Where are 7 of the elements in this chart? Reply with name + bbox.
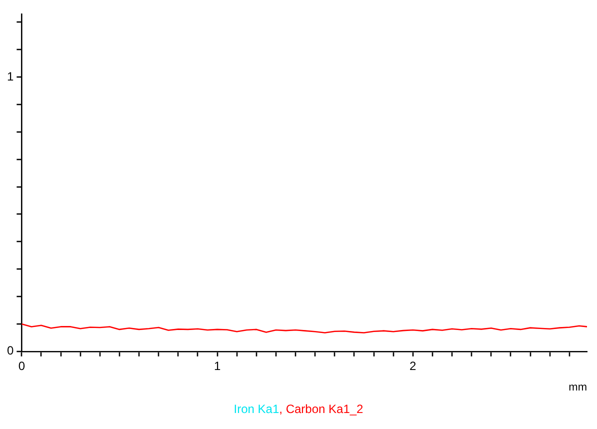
legend-label: Iron Ka1	[234, 402, 280, 416]
x-tick-label: 0	[18, 358, 26, 373]
x-axis-title: mm	[568, 381, 587, 394]
text: ,	[279, 402, 282, 416]
x-tick-label: 2	[410, 358, 417, 373]
text: Carbon Ka1_2	[286, 402, 364, 416]
x-tick-label: 1	[214, 358, 221, 373]
